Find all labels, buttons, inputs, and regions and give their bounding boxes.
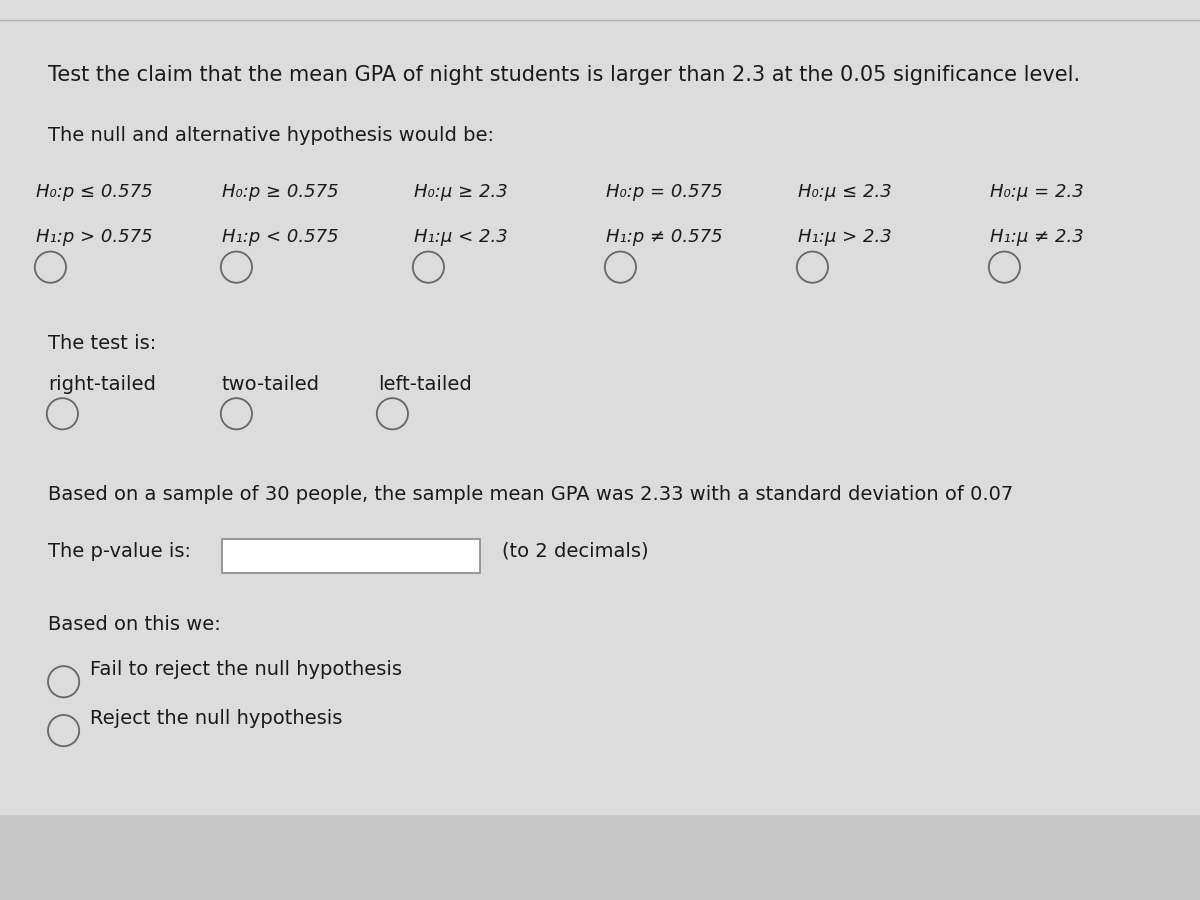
Text: H₁:p > 0.575: H₁:p > 0.575: [36, 228, 152, 246]
Text: H₀:μ ≥ 2.3: H₀:μ ≥ 2.3: [414, 184, 508, 202]
FancyBboxPatch shape: [222, 539, 480, 573]
Text: Reject the null hypothesis: Reject the null hypothesis: [90, 708, 342, 727]
Text: two-tailed: two-tailed: [222, 374, 320, 393]
Text: Based on a sample of 30 people, the sample mean GPA was 2.33 with a standard dev: Based on a sample of 30 people, the samp…: [48, 484, 1013, 504]
Text: Fail to reject the null hypothesis: Fail to reject the null hypothesis: [90, 660, 402, 679]
Text: H₁:p < 0.575: H₁:p < 0.575: [222, 228, 338, 246]
Text: H₁:p ≠ 0.575: H₁:p ≠ 0.575: [606, 228, 722, 246]
Text: H₀:p ≥ 0.575: H₀:p ≥ 0.575: [222, 184, 338, 202]
Text: The p-value is:: The p-value is:: [48, 542, 191, 561]
Text: H₀:p = 0.575: H₀:p = 0.575: [606, 184, 722, 202]
Text: H₀:p ≤ 0.575: H₀:p ≤ 0.575: [36, 184, 152, 202]
Text: right-tailed: right-tailed: [48, 374, 156, 393]
Text: Test the claim that the mean GPA of night students is larger than 2.3 at the 0.0: Test the claim that the mean GPA of nigh…: [48, 65, 1080, 86]
Text: (to 2 decimals): (to 2 decimals): [502, 542, 648, 561]
Text: The null and alternative hypothesis would be:: The null and alternative hypothesis woul…: [48, 126, 494, 145]
Text: H₁:μ < 2.3: H₁:μ < 2.3: [414, 228, 508, 246]
Text: H₀:μ ≤ 2.3: H₀:μ ≤ 2.3: [798, 184, 892, 202]
Text: H₁:μ > 2.3: H₁:μ > 2.3: [798, 228, 892, 246]
Text: The test is:: The test is:: [48, 334, 156, 353]
Text: left-tailed: left-tailed: [378, 374, 472, 393]
Text: H₁:μ ≠ 2.3: H₁:μ ≠ 2.3: [990, 228, 1084, 246]
Text: H₀:μ = 2.3: H₀:μ = 2.3: [990, 184, 1084, 202]
Text: Based on this we:: Based on this we:: [48, 615, 221, 634]
